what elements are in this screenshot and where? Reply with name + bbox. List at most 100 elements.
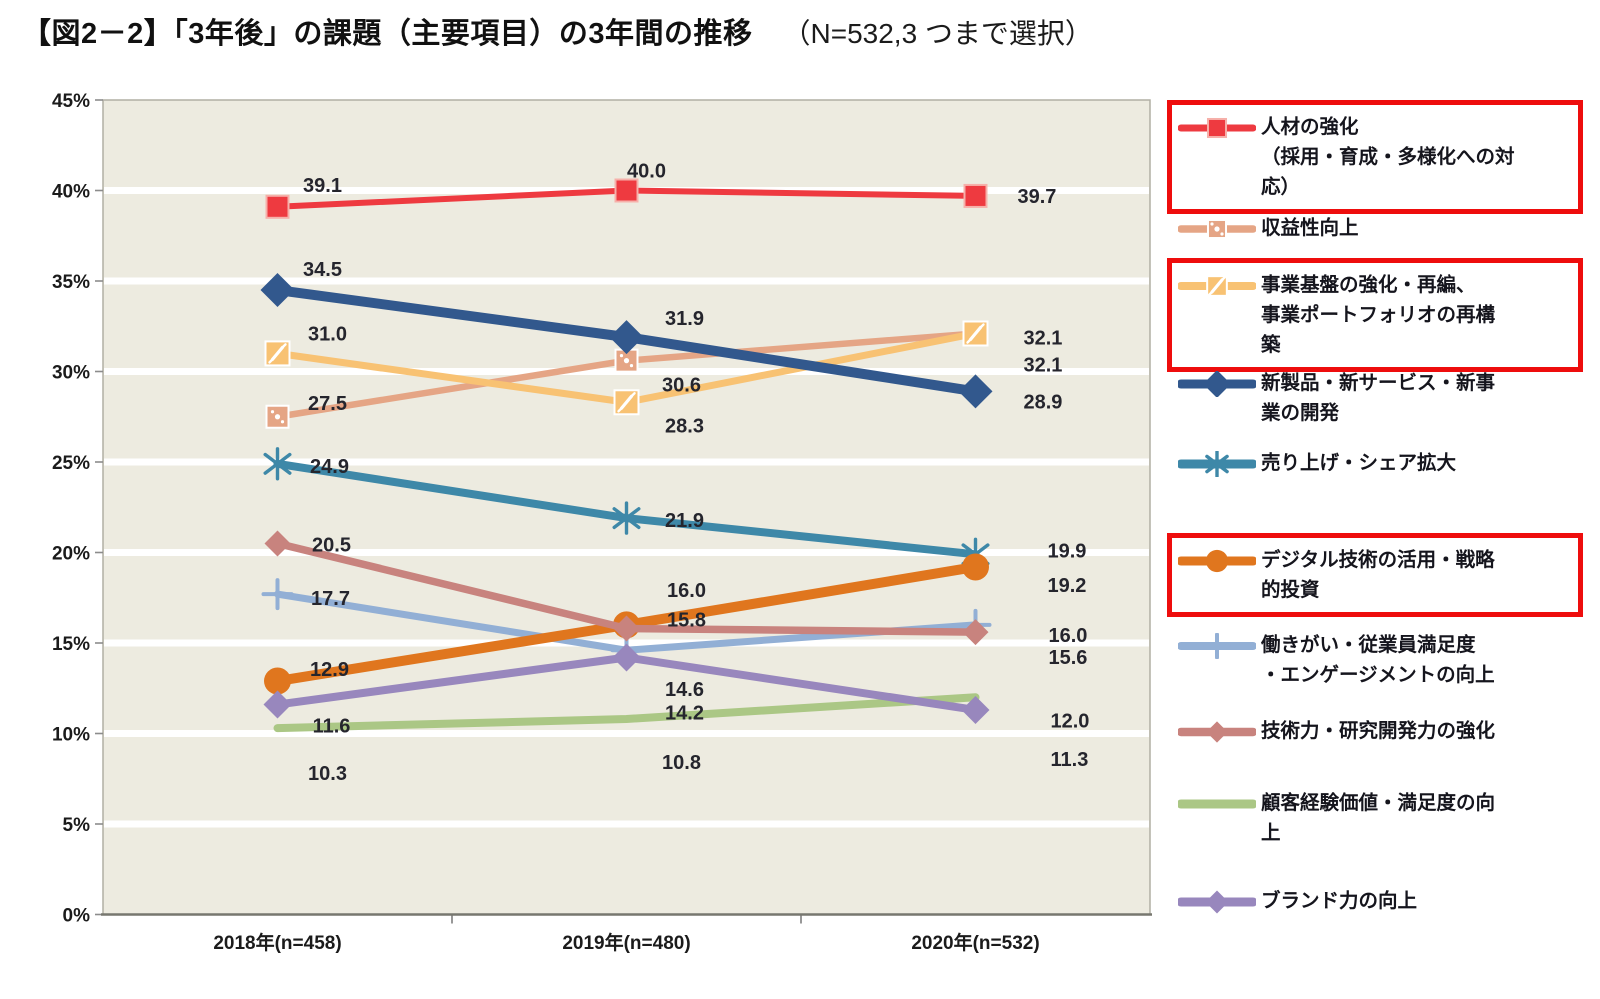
series-marker-square-pattern-hatch <box>613 389 640 416</box>
series-marker-circle <box>264 667 291 695</box>
chart-title-sample-note: （N=532,3 つまで選択） <box>782 18 1093 49</box>
y-axis-tick-label: 20% <box>52 544 90 565</box>
data-label: 17.7 <box>311 588 350 610</box>
legend-item-2: 事業基盤の強化・再編、 事業ポートフォリオの再構 築 <box>1167 258 1583 372</box>
series-marker-square-pattern-dots <box>614 348 639 373</box>
data-label: 32.1 <box>1024 354 1063 376</box>
axes: 0% 5% 10% 15% 20% 25% 30% 35% 40% 45% 2018年(n=458)… <box>52 91 1152 954</box>
legend-marker-asterisk <box>1178 451 1256 477</box>
y-axis-tick-label: 35% <box>52 272 90 293</box>
data-label: 10.8 <box>662 752 701 774</box>
y-axis-tick-label: 10% <box>52 725 90 746</box>
legend-item-8: 顧客経験価値・満足度の向 上 <box>1178 788 1495 848</box>
series-marker-diamond <box>1205 890 1229 914</box>
data-label: 16.0 <box>667 580 706 602</box>
legend-item-9: ブランド力の向上 <box>1178 886 1417 916</box>
series-marker-asterisk <box>1205 451 1229 477</box>
y-axis-tick-label: 25% <box>52 453 90 474</box>
legend-label: デジタル技術の活用・戦略 的投資 <box>1261 549 1495 601</box>
data-label: 14.6 <box>665 679 704 701</box>
y-axis-tick-label: 0% <box>63 906 91 927</box>
legend-label: 人材の強化 （採用・育成・多様化への対 応） <box>1261 116 1515 198</box>
series-marker-square <box>963 183 988 208</box>
data-label: 10.3 <box>308 763 347 785</box>
legend-marker-diamond <box>1178 721 1256 743</box>
legend-marker-square <box>1178 117 1256 139</box>
series-marker-diamond <box>609 320 644 355</box>
series-marker-diamond <box>260 273 295 308</box>
data-label: 12.0 <box>1051 710 1090 732</box>
data-label: 32.1 <box>1024 327 1063 349</box>
legend-item-5: デジタル技術の活用・戦略 的投資 <box>1167 533 1583 617</box>
series-marker-square <box>1206 117 1228 139</box>
chart-title-main: 【図2－2】「3年後」の課題（主要項目）の3年間の推移 <box>22 18 753 50</box>
data-label: 14.2 <box>665 702 704 724</box>
series-marker-circle <box>962 553 989 581</box>
data-label: 11.3 <box>1051 749 1089 771</box>
data-label: 19.2 <box>1048 575 1087 597</box>
data-label: 11.6 <box>313 716 351 738</box>
series-marker-square-pattern-hatch <box>1206 275 1228 297</box>
legend-label: 事業基盤の強化・再編、 事業ポートフォリオの再構 築 <box>1261 274 1496 356</box>
chart-title: 【図2－2】「3年後」の課題（主要項目）の3年間の推移 （N=532,3 つまで選… <box>22 10 1093 52</box>
data-label: 24.9 <box>310 456 349 478</box>
y-axis-tick-label: 40% <box>52 182 90 203</box>
legend-marker-square-pattern-hatch <box>1178 275 1256 297</box>
data-label: 39.1 <box>303 175 342 197</box>
data-label: 40.0 <box>627 161 666 183</box>
legend-marker-diamond <box>1178 890 1256 914</box>
legend-label: 働きがい・従業員満足度 ・エンゲージメントの向上 <box>1261 634 1495 686</box>
series-marker-plus <box>1203 633 1231 659</box>
legend-label: ブランド力の向上 <box>1261 890 1418 912</box>
data-label: 28.3 <box>665 415 704 437</box>
series-marker-diamond <box>1206 721 1228 743</box>
data-label: 28.9 <box>1024 391 1063 413</box>
data-label: 34.5 <box>303 259 342 281</box>
series-line-8 <box>273 693 980 733</box>
series-marker-diamond <box>962 619 989 646</box>
x-axis-category-label: 2019年(n=480) <box>562 931 690 954</box>
data-labels: 39.1 40.0 39.7 27.5 30.6 32.1 31.0 28.3 32.1 34.5… <box>303 161 1089 786</box>
series-lines <box>260 178 993 733</box>
series-marker-diamond <box>613 615 640 642</box>
y-axis-tick-label: 30% <box>52 363 90 384</box>
x-axis-category-label: 2018年(n=458) <box>213 931 341 954</box>
legend-marker-plus <box>1178 633 1256 659</box>
series-marker-diamond <box>958 374 993 409</box>
series-marker-diamond <box>612 643 641 672</box>
series-marker-asterisk <box>263 447 292 481</box>
series-marker-circle <box>1205 549 1229 573</box>
legend-item-0: 人材の強化 （採用・育成・多様化への対 応） <box>1167 100 1583 214</box>
legend-item-4: 売り上げ・シェア拡大 <box>1178 448 1456 478</box>
y-axis-tick-label: 15% <box>52 634 90 655</box>
data-label: 31.9 <box>665 308 704 330</box>
series-marker-square <box>265 194 290 219</box>
data-label: 21.9 <box>665 510 704 532</box>
legend-item-7: 技術力・研究開発力の強化 <box>1178 716 1495 746</box>
series-marker-square <box>614 178 639 203</box>
legend-item-3: 新製品・新サービス・新事 業の開発 <box>1178 368 1495 428</box>
data-label: 20.5 <box>312 534 351 556</box>
legend-label: 収益性向上 <box>1261 217 1359 239</box>
data-label: 19.9 <box>1048 540 1087 562</box>
y-axis-tick-label: 5% <box>63 815 91 836</box>
legend-item-1: 収益性向上 <box>1178 213 1359 243</box>
legend-marker-diamond <box>1178 371 1256 397</box>
y-axis-tick-label: 45% <box>52 91 90 112</box>
series-marker-plus <box>261 578 294 611</box>
data-label: 12.9 <box>310 659 349 681</box>
legend-label: 売り上げ・シェア拡大 <box>1261 452 1457 474</box>
legend-label: 新製品・新サービス・新事 業の開発 <box>1261 372 1496 424</box>
data-label: 15.6 <box>1049 647 1088 669</box>
data-label: 16.0 <box>1049 625 1088 647</box>
legend-label: 顧客経験価値・満足度の向 上 <box>1261 792 1496 844</box>
data-label: 39.7 <box>1018 186 1057 208</box>
legend-marker-circle <box>1178 549 1256 573</box>
chart-legend: 人材の強化 （採用・育成・多様化への対 応） 収益性向上事業基盤の強化・再編、 事… <box>1167 0 1591 999</box>
legend-marker-line <box>1178 799 1256 809</box>
data-label: 27.5 <box>308 393 347 415</box>
series-marker-diamond <box>961 695 990 724</box>
legend-label: 技術力・研究開発力の強化 <box>1261 720 1496 742</box>
series-marker-diamond <box>263 690 292 719</box>
